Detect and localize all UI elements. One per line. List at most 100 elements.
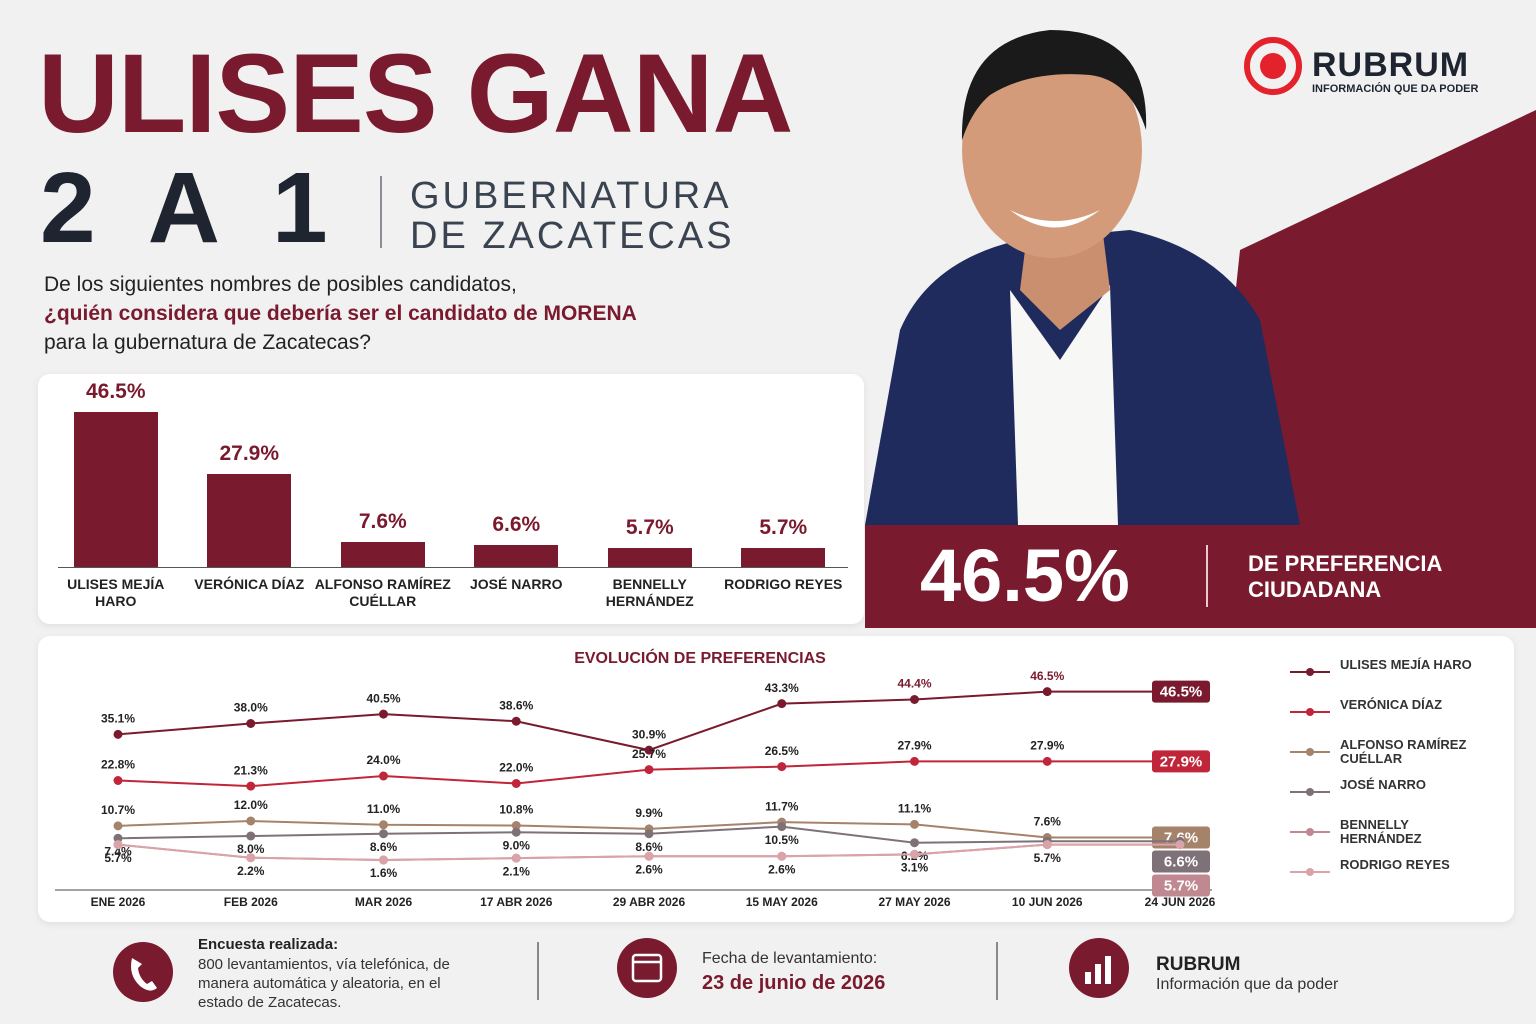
x-tick-label: ENE 2026 (91, 895, 146, 909)
point-label: 22.0% (499, 761, 533, 775)
bar-chart: 46.5% ULISES MEJÍA HARO 27.9% VERÓNICA DÍAZ… (38, 374, 864, 624)
bar (207, 474, 292, 567)
point-label: 25.7% (632, 747, 666, 761)
x-tick-label: MAR 2026 (355, 895, 413, 909)
survey-text: 800 levantamientos, vía telefónica, de m… (198, 956, 450, 1011)
end-label-box (1152, 750, 1210, 773)
point-label: 1.6% (370, 866, 398, 880)
point-label: 26.5% (765, 744, 799, 758)
category-label: RODRIGO REYES (724, 576, 843, 592)
x-tick-label: 17 ABR 2026 (480, 895, 553, 909)
point-label: 21.3% (234, 763, 268, 777)
bar (340, 541, 425, 567)
highlight-band (865, 525, 1536, 628)
point-label: 35.1% (101, 712, 135, 726)
point (511, 853, 521, 863)
point-label: 2.6% (635, 862, 663, 876)
point-label: 11.1% (898, 802, 932, 816)
bar-value-label: 27.9% (219, 442, 280, 466)
point (511, 821, 521, 830)
category-label: BENNELLY HERNÁNDEZ (605, 576, 694, 609)
legend-name: ALFONSO RAMÍREZ CUÉLLAR (1340, 737, 1467, 766)
point-label: 11.7% (765, 799, 799, 813)
point-label: 44.4% (897, 677, 931, 691)
legend-name: RODRIGO REYES (1340, 857, 1450, 872)
bar (607, 548, 692, 567)
point-label: 10.5% (765, 833, 799, 847)
legend-dot (1306, 828, 1314, 836)
bar (73, 412, 158, 567)
point-label: 24.0% (366, 753, 400, 767)
x-tick-label: FEB 2026 (224, 895, 278, 909)
point (379, 709, 388, 719)
footer-icons (113, 938, 1129, 1002)
point-label: 27.9% (1030, 739, 1064, 753)
point-label: 10.7% (101, 803, 135, 817)
bar-value-label: 5.7% (759, 516, 808, 540)
headline: ULISES GANA (38, 31, 793, 156)
point (1175, 840, 1185, 850)
legend-name: ULISES MEJÍA HARO (1340, 657, 1472, 672)
point (511, 779, 521, 788)
highlight-label: DE PREFERENCIA CIUDADANA (1248, 551, 1442, 602)
point (910, 695, 919, 704)
point-label: 8.6% (635, 840, 663, 854)
category-label: JOSÉ NARRO (469, 576, 563, 592)
bar-value-label: 6.6% (492, 513, 541, 537)
point (379, 771, 388, 781)
point (113, 840, 123, 850)
point-label: 11.0% (367, 802, 401, 816)
end-label-box (1152, 874, 1210, 897)
point (1042, 687, 1052, 697)
legend-dot (1306, 748, 1314, 756)
legend-dot (1306, 788, 1314, 796)
point (246, 831, 256, 841)
highlight-value: 46.5% (920, 534, 1130, 617)
bar (474, 545, 559, 567)
end-label: 6.6% (1164, 853, 1198, 870)
point (1042, 756, 1052, 766)
legend-swatch (1290, 788, 1330, 796)
divider (1206, 545, 1208, 607)
point (246, 853, 256, 863)
chart-title: EVOLUCIÓN DE PREFERENCIAS (574, 648, 826, 667)
bar (741, 548, 826, 567)
legend-swatch (1290, 708, 1330, 716)
legend-swatch (1290, 828, 1330, 836)
question: De los siguientes nombres de posibles ca… (44, 270, 637, 357)
point-label: 38.6% (499, 698, 533, 712)
point (113, 776, 123, 785)
point-label: 3.1% (901, 861, 929, 875)
baseline (58, 567, 848, 568)
point (777, 699, 787, 709)
footer-brand: RUBRUM (1156, 954, 1241, 975)
question-line: De los siguientes nombres de posibles ca… (44, 273, 517, 296)
bar-value-label: 46.5% (85, 380, 146, 404)
x-tick-label: 24 JUN 2026 (1145, 895, 1216, 909)
point (1042, 840, 1052, 850)
end-label-box (1152, 850, 1210, 873)
point (379, 855, 388, 865)
point-label: 8.6% (370, 840, 398, 854)
legend-name: VERÓNICA DÍAZ (1340, 697, 1443, 712)
point (777, 822, 787, 832)
point (910, 756, 919, 766)
legend: ULISES MEJÍA HARO VERÓNICA DÍAZ ALFONSO RA… (1290, 658, 1490, 898)
legend-name: JOSÉ NARRO (1340, 777, 1426, 792)
x-tick-label: 27 MAY 2026 (878, 895, 950, 909)
point (644, 745, 654, 755)
point (511, 827, 521, 837)
point (113, 821, 123, 831)
legend-swatch (1290, 668, 1330, 676)
point-label: 8.0% (237, 842, 265, 856)
legend-dot (1306, 868, 1314, 876)
point-label: 2.2% (237, 864, 265, 878)
point-label: 12.0% (234, 798, 268, 812)
logo-icon (1244, 37, 1302, 95)
footer-tagline: Información que da poder (1156, 976, 1339, 993)
score: 2 A 1 (40, 152, 342, 264)
point-label: 2.6% (768, 862, 796, 876)
